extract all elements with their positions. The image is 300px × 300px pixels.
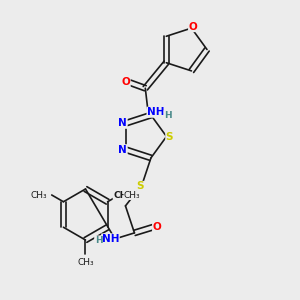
Text: O: O	[153, 222, 161, 232]
Text: H: H	[164, 111, 172, 120]
Text: N: N	[118, 118, 127, 128]
Text: S: S	[137, 182, 144, 191]
Text: O: O	[122, 77, 130, 87]
Text: NH: NH	[147, 107, 164, 117]
Text: CH₃: CH₃	[77, 258, 94, 267]
Text: O: O	[189, 22, 197, 32]
Text: CH₃: CH₃	[31, 190, 47, 200]
Text: N: N	[118, 145, 127, 155]
Text: NH: NH	[102, 234, 119, 244]
Text: H: H	[94, 236, 102, 245]
Text: CH₃: CH₃	[113, 190, 131, 200]
Text: CH₃: CH₃	[124, 190, 140, 200]
Text: S: S	[166, 131, 173, 142]
